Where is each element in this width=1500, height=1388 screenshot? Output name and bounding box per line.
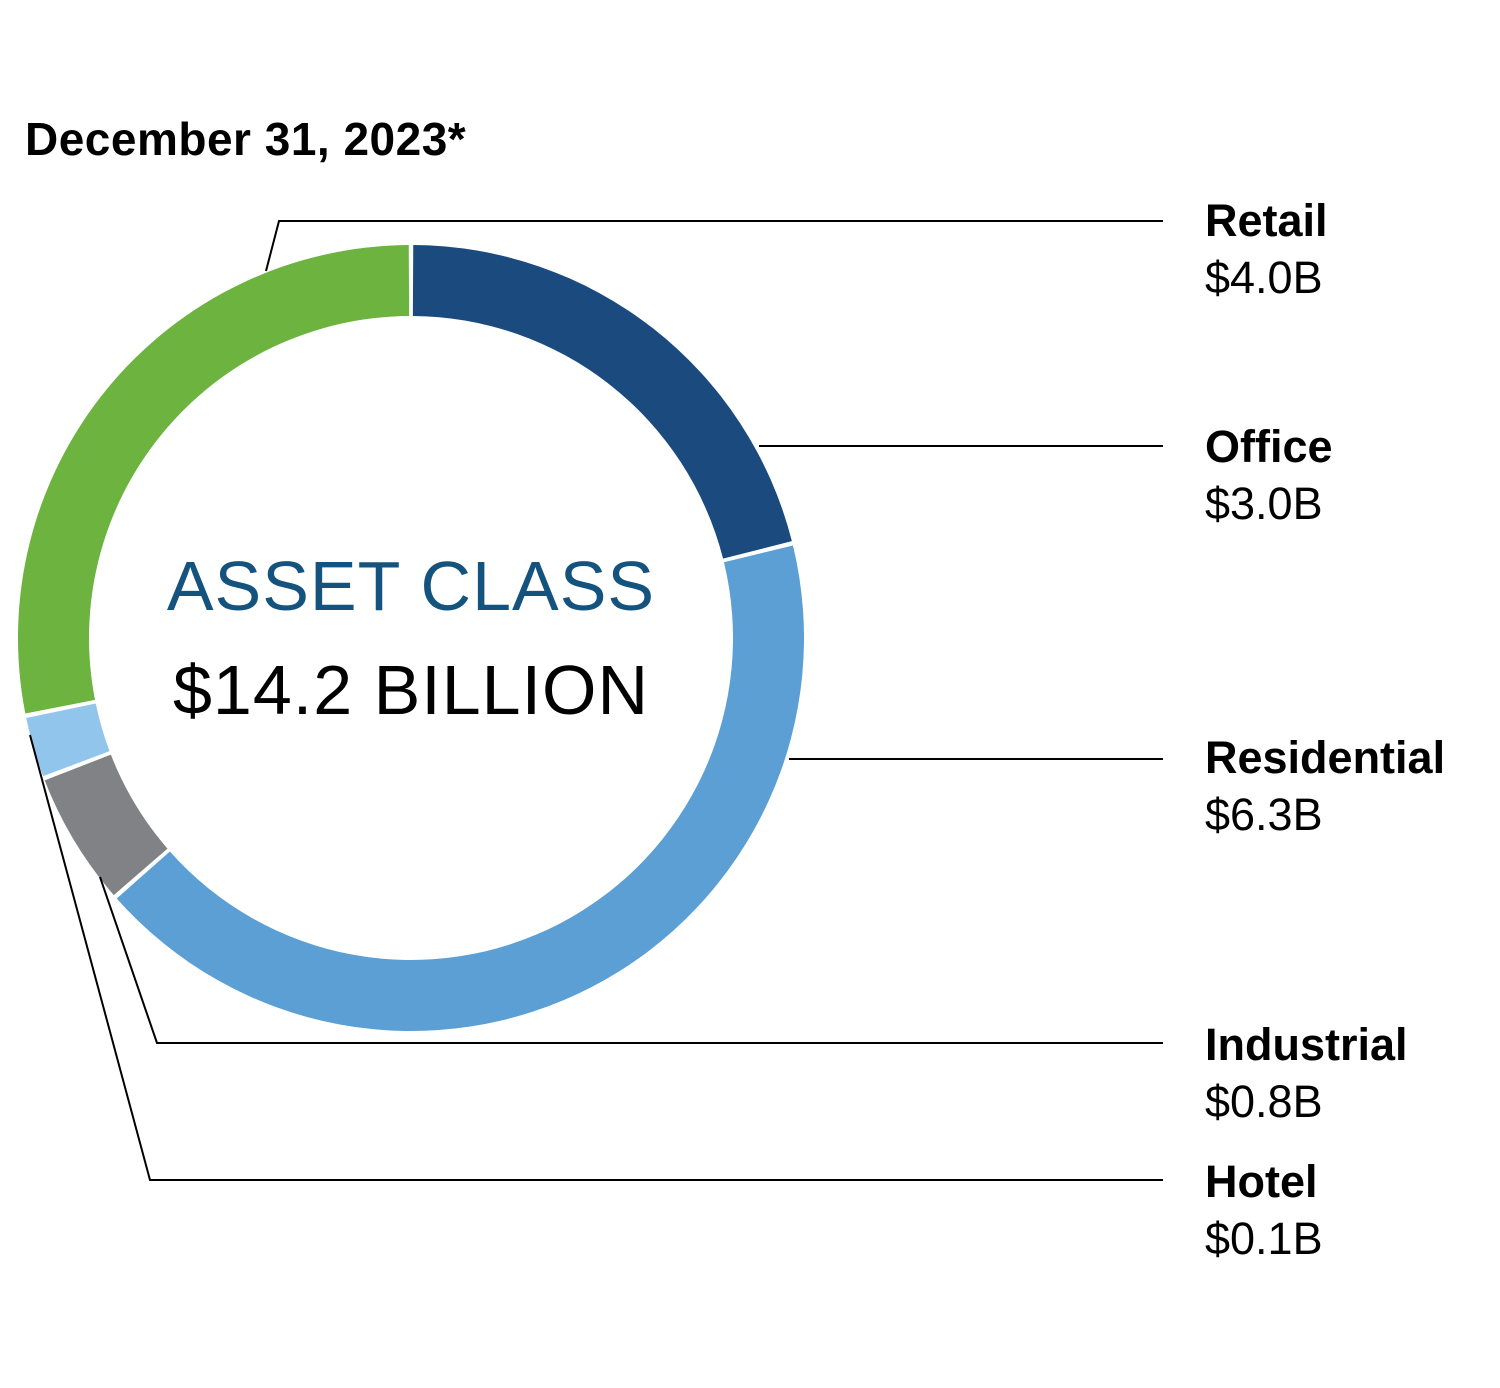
legend-residential-name: Residential (1205, 732, 1446, 783)
donut-slice-hotel (26, 703, 110, 777)
chart-date-title: December 31, 2023* (25, 113, 467, 165)
legend-hotel-value: $0.1B (1205, 1213, 1323, 1264)
legend-office-value: $3.0B (1205, 478, 1323, 529)
donut-slice-residential (116, 545, 805, 1031)
legend-item-hotel: Hotel $0.1B (1205, 1155, 1323, 1266)
legend-hotel-name: Hotel (1205, 1156, 1318, 1207)
legend-industrial-value: $0.8B (1205, 1076, 1323, 1127)
legend-item-residential: Residential $6.3B (1205, 731, 1445, 842)
legend-office-name: Office (1205, 421, 1333, 472)
leader-line-retail (265, 220, 1163, 272)
legend-industrial-name: Industrial (1205, 1019, 1408, 1070)
leader-line-industrial (99, 876, 1163, 1044)
donut-slice-retail (17, 245, 410, 714)
legend-item-retail: Retail $4.0B (1205, 194, 1328, 305)
donut-slice-office (412, 245, 792, 559)
donut-slice-industrial (44, 754, 168, 896)
legend-item-office: Office $3.0B (1205, 420, 1333, 531)
legend-residential-value: $6.3B (1205, 789, 1323, 840)
legend-retail-value: $4.0B (1205, 252, 1323, 303)
leader-line-hotel (29, 734, 1163, 1181)
legend-item-industrial: Industrial $0.8B (1205, 1018, 1408, 1129)
legend-retail-name: Retail (1205, 195, 1328, 246)
